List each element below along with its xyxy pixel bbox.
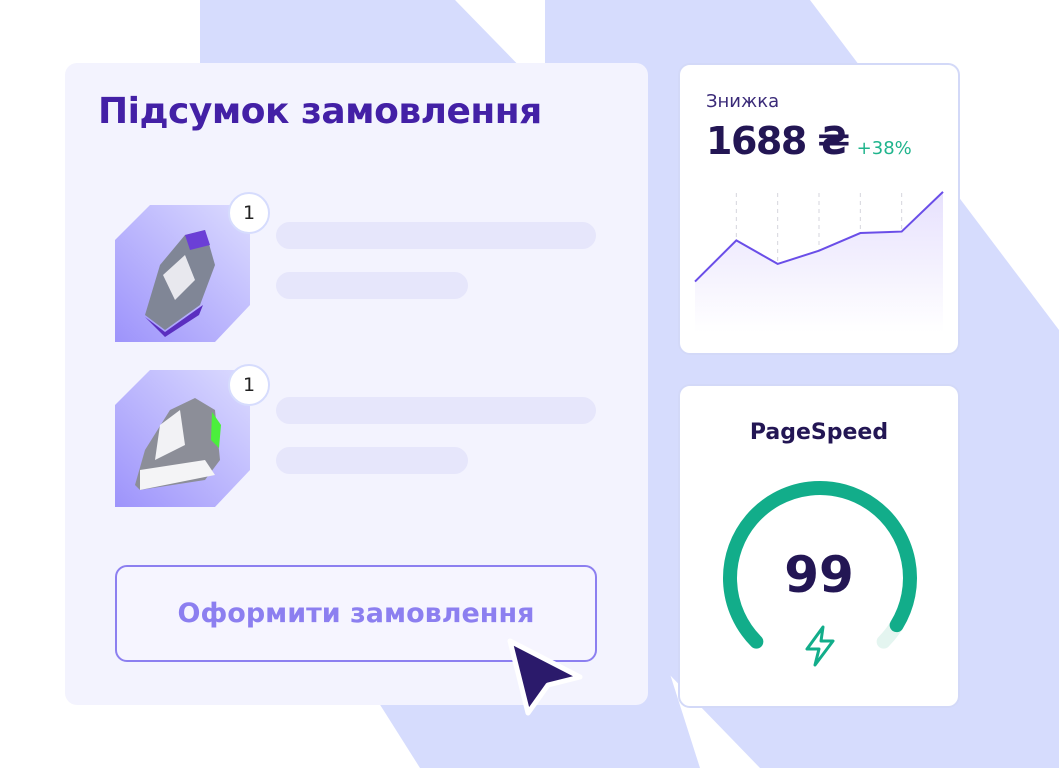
gauge-fill (723, 481, 917, 649)
checkout-button[interactable]: Оформити замовлення (115, 565, 597, 662)
item-name-placeholder (276, 397, 596, 424)
item-price-placeholder (276, 447, 468, 474)
pagespeed-score: 99 (784, 546, 854, 604)
quantity-badge: 1 (228, 364, 270, 406)
discount-amount: 1688 ₴ (706, 119, 850, 163)
discount-amount-row: 1688 ₴ +38% (706, 117, 912, 165)
pagespeed-card: PageSpeed 99 (678, 384, 960, 708)
page-title: Підсумок замовлення (98, 91, 542, 132)
chart-area (695, 191, 943, 333)
item-name-placeholder (276, 222, 596, 249)
lightning-icon (805, 625, 835, 667)
chart-line (694, 191, 944, 283)
product-image (115, 370, 250, 507)
pagespeed-title: PageSpeed (749, 420, 889, 445)
product-image (115, 205, 250, 342)
discount-label: Знижка (706, 91, 780, 112)
order-summary-card: Підсумок замовлення 1 1 Оформити замовле… (65, 63, 648, 705)
quantity-badge: 1 (228, 192, 270, 234)
item-price-placeholder (276, 272, 468, 299)
pagespeed-gauge (723, 481, 917, 649)
discount-chart (694, 191, 944, 333)
cursor-icon (507, 638, 583, 716)
discount-change: +38% (856, 138, 912, 159)
discount-card: Знижка 1688 ₴ +38% (678, 63, 960, 355)
